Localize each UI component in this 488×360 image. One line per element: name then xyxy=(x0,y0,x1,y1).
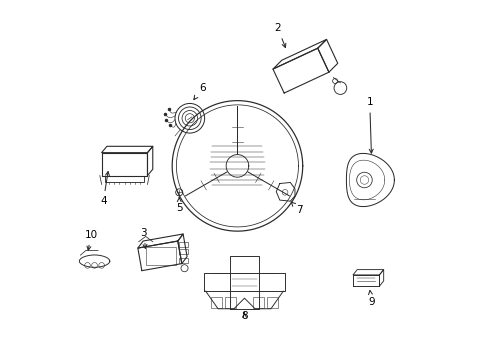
Text: 6: 6 xyxy=(194,83,205,100)
Text: 4: 4 xyxy=(100,172,109,206)
Text: 9: 9 xyxy=(367,291,374,307)
Text: 3: 3 xyxy=(141,228,147,248)
Text: 7: 7 xyxy=(290,202,302,215)
Text: 8: 8 xyxy=(241,311,247,321)
Text: 10: 10 xyxy=(84,230,98,250)
Text: 1: 1 xyxy=(366,98,372,153)
Text: 5: 5 xyxy=(176,197,182,213)
Text: 2: 2 xyxy=(274,23,285,48)
